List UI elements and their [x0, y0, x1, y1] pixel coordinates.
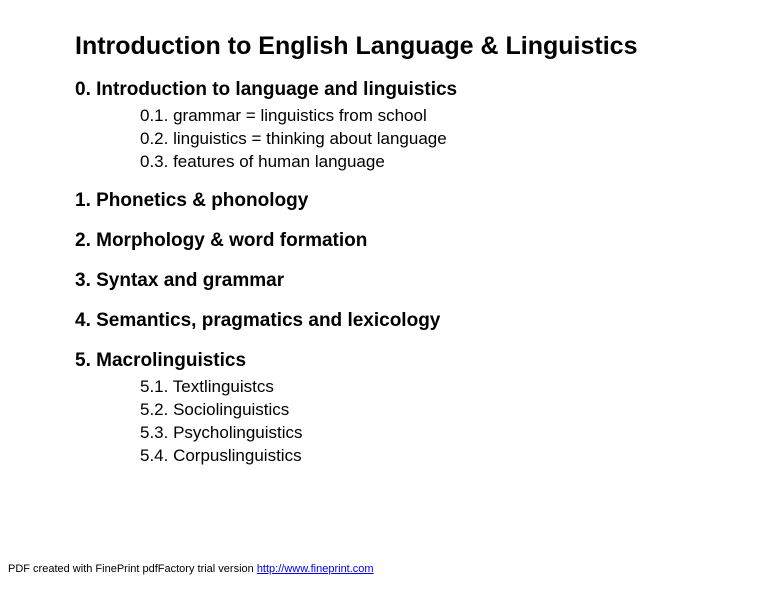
- footer: PDF created with FinePrint pdfFactory tr…: [8, 563, 374, 575]
- section-5-items: 5.1. Textlinguistcs 5.2. Sociolinguistic…: [75, 376, 768, 468]
- section-0-item-0: 0.1. grammar = linguistics from school: [140, 105, 768, 128]
- section-5-item-3: 5.4. Corpuslinguistics: [140, 445, 768, 468]
- section-1: 1. Phonetics & phonology: [75, 190, 768, 212]
- section-5-item-2: 5.3. Psycholinguistics: [140, 422, 768, 445]
- section-5-heading: 5. Macrolinguistics: [75, 350, 768, 372]
- section-2-heading: 2. Morphology & word formation: [75, 230, 768, 252]
- section-3: 3. Syntax and grammar: [75, 270, 768, 292]
- section-0-item-2: 0.3. features of human language: [140, 151, 768, 174]
- section-0-items: 0.1. grammar = linguistics from school 0…: [75, 105, 768, 174]
- section-0: 0. Introduction to language and linguist…: [75, 79, 768, 174]
- section-5-item-0: 5.1. Textlinguistcs: [140, 376, 768, 399]
- section-5-item-1: 5.2. Sociolinguistics: [140, 399, 768, 422]
- section-1-heading: 1. Phonetics & phonology: [75, 190, 768, 212]
- footer-link[interactable]: http://www.fineprint.com: [257, 563, 374, 575]
- section-4-heading: 4. Semantics, pragmatics and lexicology: [75, 310, 768, 332]
- section-4: 4. Semantics, pragmatics and lexicology: [75, 310, 768, 332]
- section-5: 5. Macrolinguistics 5.1. Textlinguistcs …: [75, 350, 768, 468]
- section-3-heading: 3. Syntax and grammar: [75, 270, 768, 292]
- section-0-heading: 0. Introduction to language and linguist…: [75, 79, 768, 101]
- footer-text: PDF created with FinePrint pdfFactory tr…: [8, 563, 257, 575]
- section-2: 2. Morphology & word formation: [75, 230, 768, 252]
- page-title: Introduction to English Language & Lingu…: [75, 32, 768, 61]
- section-0-item-1: 0.2. linguistics = thinking about langua…: [140, 128, 768, 151]
